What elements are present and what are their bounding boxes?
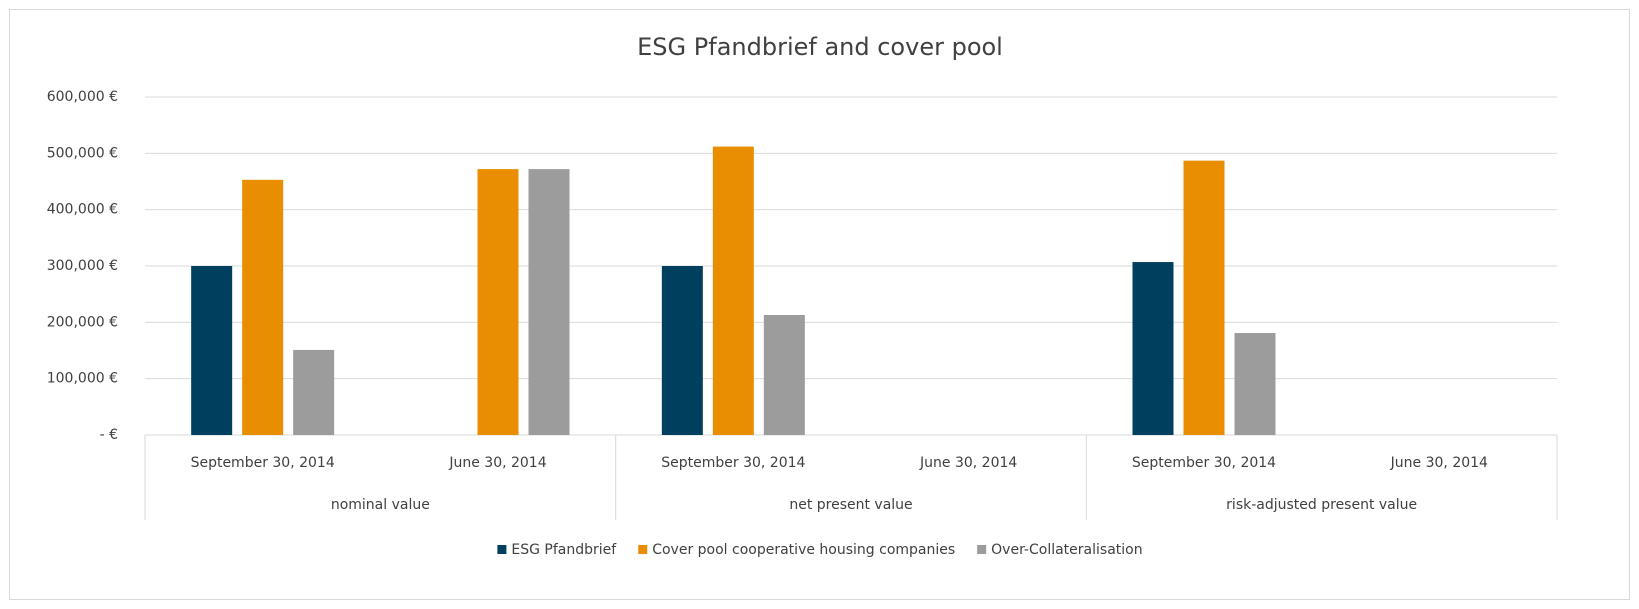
x-tick-label: September 30, 2014 — [1132, 455, 1276, 471]
legend-label: ESG Pfandbrief — [511, 542, 617, 558]
x-tick-label: June 30, 2014 — [1390, 455, 1488, 471]
bar — [1183, 160, 1225, 435]
bar — [1132, 262, 1174, 435]
group-label: risk-adjusted present value — [1226, 497, 1417, 513]
x-tick-label: June 30, 2014 — [448, 455, 546, 471]
x-tick-label: June 30, 2014 — [919, 455, 1017, 471]
legend-swatch — [638, 545, 648, 554]
legend-label: Over-Collateralisation — [991, 542, 1142, 558]
y-tick-label: 400,000 € — [47, 202, 118, 218]
y-tick-label: 100,000 € — [47, 371, 118, 387]
bar — [763, 315, 805, 435]
x-tick-label: September 30, 2014 — [661, 455, 805, 471]
bar — [528, 169, 570, 435]
y-tick-label: 300,000 € — [47, 258, 118, 274]
legend-swatch — [977, 545, 987, 554]
legend-swatch — [497, 545, 507, 554]
x-tick-label: September 30, 2014 — [191, 455, 335, 471]
bar — [242, 179, 284, 435]
group-label: nominal value — [331, 497, 430, 513]
bar — [712, 146, 754, 435]
bar — [191, 266, 233, 435]
y-tick-label: - € — [100, 427, 118, 443]
y-tick-label: 500,000 € — [47, 145, 118, 161]
chart-title: ESG Pfandbrief and cover pool — [637, 33, 1003, 61]
bar — [293, 349, 335, 435]
bar — [1234, 333, 1276, 435]
legend-label: Cover pool cooperative housing companies — [652, 542, 955, 558]
bar — [661, 266, 703, 435]
bar — [477, 169, 519, 435]
y-tick-label: 600,000 € — [47, 89, 118, 105]
group-label: net present value — [789, 497, 912, 513]
y-tick-label: 200,000 € — [47, 314, 118, 330]
